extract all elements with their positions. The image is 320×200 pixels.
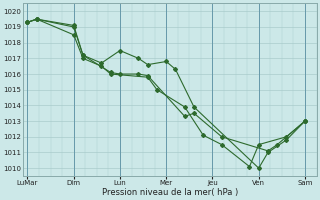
X-axis label: Pression niveau de la mer( hPa ): Pression niveau de la mer( hPa ) (101, 188, 238, 197)
